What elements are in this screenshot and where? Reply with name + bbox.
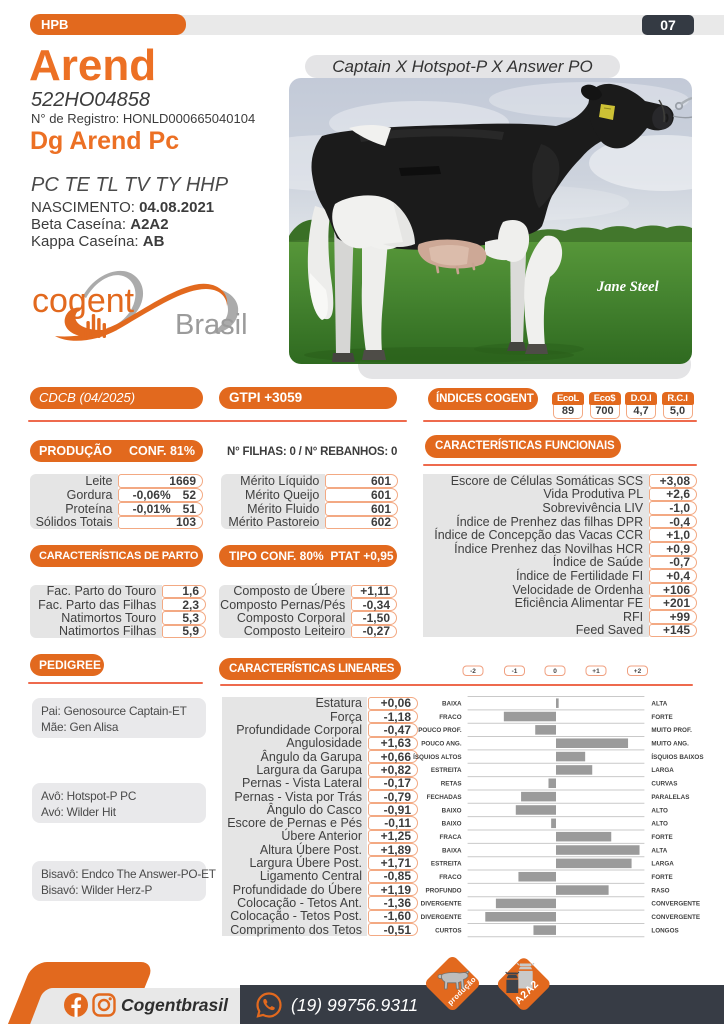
svg-text:ALTA: ALTA (651, 847, 667, 854)
svg-text:cogent: cogent (32, 282, 135, 320)
svg-text:MUITO ANG.: MUITO ANG. (651, 741, 689, 748)
svg-text:LARGA: LARGA (651, 861, 674, 868)
svg-text:FORTE: FORTE (651, 714, 672, 721)
svg-text:LARGA: LARGA (651, 767, 674, 774)
svg-text:PARALELAS: PARALELAS (651, 794, 689, 801)
svg-text:-1: -1 (512, 668, 518, 675)
svg-text:BAIXA: BAIXA (442, 700, 462, 707)
svg-text:BAIXA: BAIXA (442, 847, 462, 854)
svg-text:CURVAS: CURVAS (651, 781, 677, 788)
svg-text:0: 0 (553, 668, 557, 675)
svg-text:POUCO ANG.: POUCO ANG. (421, 741, 462, 748)
svg-text:PROFUNDO: PROFUNDO (426, 887, 462, 894)
svg-text:FECHADAS: FECHADAS (427, 794, 462, 801)
svg-text:RASO: RASO (651, 887, 669, 894)
svg-text:FRACO: FRACO (439, 714, 461, 721)
svg-text:ÍSQUIOS ALTOS: ÍSQUIOS ALTOS (413, 752, 462, 761)
svg-text:ALTO: ALTO (651, 807, 668, 814)
svg-text:ESTREITA: ESTREITA (431, 861, 462, 868)
svg-text:-2: -2 (470, 668, 476, 675)
svg-text:LONGOS: LONGOS (651, 927, 678, 934)
svg-text:Jane Steel: Jane Steel (596, 279, 659, 295)
svg-text:DIVERGENTE: DIVERGENTE (421, 914, 462, 921)
svg-text:CURTOS: CURTOS (435, 927, 461, 934)
svg-text:CONVERGENTE: CONVERGENTE (651, 914, 700, 921)
svg-text:Brasil: Brasil (175, 309, 248, 341)
svg-text:ALTA: ALTA (651, 700, 667, 707)
svg-text:MUITO PROF.: MUITO PROF. (651, 727, 692, 734)
svg-text:BAIXO: BAIXO (442, 821, 462, 828)
svg-text:FRACO: FRACO (439, 874, 461, 881)
svg-text:+2: +2 (634, 668, 642, 675)
svg-text:FORTE: FORTE (651, 834, 672, 841)
svg-text:POUCO PROF.: POUCO PROF. (418, 727, 462, 734)
svg-text:RETAS: RETAS (441, 781, 462, 788)
svg-text:BAIXO: BAIXO (442, 807, 462, 814)
svg-text:FORTE: FORTE (651, 874, 672, 881)
svg-text:ÍSQUIOS BAIXOS: ÍSQUIOS BAIXOS (651, 752, 703, 761)
svg-text:ALTO: ALTO (651, 821, 668, 828)
svg-text:ESTREITA: ESTREITA (431, 767, 462, 774)
svg-text:FRACA: FRACA (440, 834, 462, 841)
svg-text:DIVERGENTE: DIVERGENTE (421, 901, 462, 908)
svg-text:+1: +1 (592, 668, 600, 675)
svg-text:CONVERGENTE: CONVERGENTE (651, 901, 700, 908)
